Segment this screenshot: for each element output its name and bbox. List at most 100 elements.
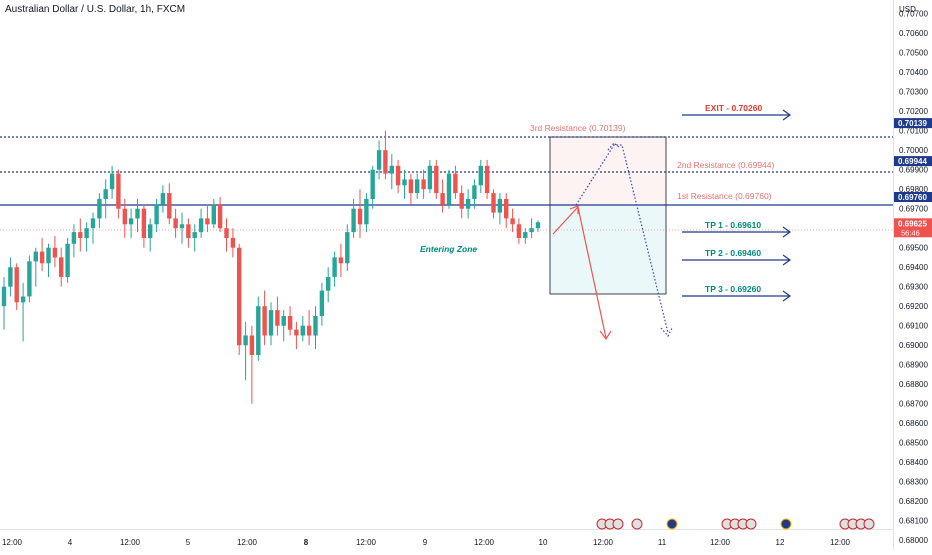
candle-body <box>427 165 433 190</box>
price-tick-label: 0.68800 <box>899 380 928 389</box>
second-resistance-label: 2nd Resistance (0.69944) <box>677 160 775 170</box>
candle-body <box>332 257 337 277</box>
time-tick-label: 12:00 <box>593 538 614 547</box>
third-resistance-label: 3rd Resistance (0.70139) <box>530 123 626 133</box>
time-tick-label: 12:00 <box>830 538 851 547</box>
price-axis-currency: USD <box>899 5 916 14</box>
candle-body <box>275 310 280 326</box>
time-tick-label: 8 <box>304 538 309 547</box>
price-tag-label: 0.70139 <box>898 119 927 128</box>
price-tick-label: 0.68900 <box>899 361 928 370</box>
candle-body <box>523 232 528 238</box>
price-tick-label: 0.69500 <box>899 244 928 253</box>
candle-body <box>415 179 420 194</box>
candle-body <box>33 251 38 262</box>
candles-group <box>1 130 541 404</box>
price-tag <box>894 156 932 167</box>
tp2-arrow <box>682 254 792 266</box>
candle-body <box>167 193 172 219</box>
candle-body <box>306 325 312 336</box>
candle-body <box>421 179 426 190</box>
price-tag-label: 0.69625 <box>898 219 927 228</box>
au-flag-icon[interactable] <box>780 518 792 530</box>
price-tick-label: 0.68300 <box>899 478 928 487</box>
time-tick-label: 12:00 <box>356 538 377 547</box>
us-flag-icon[interactable] <box>863 518 875 530</box>
time-tick-label: 4 <box>68 538 73 547</box>
price-tick-label: 0.69000 <box>899 341 928 350</box>
candle-body <box>8 267 13 287</box>
exit-label: EXIT - 0.70260 <box>705 103 762 113</box>
price-tick-label: 0.70200 <box>899 107 928 116</box>
price-tick-label: 0.68400 <box>899 458 928 467</box>
candle-body <box>345 232 350 264</box>
candle-body <box>262 306 267 336</box>
candle-body <box>173 218 178 229</box>
candle-body <box>71 232 77 244</box>
time-tick-label: 12:00 <box>120 538 141 547</box>
candle-body <box>84 228 89 238</box>
us-flag-icon[interactable] <box>612 518 624 530</box>
candle-body <box>27 261 32 297</box>
candle-body <box>148 224 153 238</box>
candle-body <box>440 193 445 205</box>
candle-body <box>383 150 388 174</box>
candle-body <box>408 179 414 194</box>
price-tag <box>894 218 932 238</box>
candle-body <box>217 204 223 229</box>
price-tick-label: 0.69100 <box>899 322 928 331</box>
first-resistance-label: 1st Resistance (0.69760) <box>677 191 772 201</box>
time-tick-label: 11 <box>658 538 667 547</box>
price-tick-label: 0.68000 <box>899 536 928 545</box>
candle-body <box>529 228 534 233</box>
us-flag-icon[interactable] <box>745 518 757 530</box>
candle-body <box>1 286 7 307</box>
price-tick-label: 0.69800 <box>899 185 928 194</box>
tp3-label: TP 3 - 0.69260 <box>705 284 761 294</box>
candle-body <box>65 243 70 277</box>
candle-body <box>300 325 305 336</box>
price-tick-label: 0.68600 <box>899 419 928 428</box>
resistance-zone <box>549 136 667 206</box>
candle-body <box>535 222 541 229</box>
time-tick-label: 12:00 <box>2 538 23 547</box>
countdown-label: 56:46 <box>901 228 920 237</box>
price-tick-label: 0.69400 <box>899 263 928 272</box>
candle-body <box>453 173 458 194</box>
time-tick-label: 12:00 <box>474 538 495 547</box>
price-tick-label: 0.70100 <box>899 127 928 136</box>
candle-body <box>268 310 274 336</box>
price-tick-label: 0.69200 <box>899 302 928 311</box>
candle-body <box>103 189 108 199</box>
candle-body <box>59 257 64 277</box>
candle-body <box>20 296 26 303</box>
candle-body <box>504 198 509 219</box>
candle-body <box>198 218 204 233</box>
event-icons[interactable] <box>596 518 875 530</box>
candle-body <box>179 224 185 229</box>
candle-body <box>243 335 248 346</box>
candle-body <box>484 165 490 194</box>
price-tick-label: 0.70600 <box>899 29 928 38</box>
time-tick-label: 12:00 <box>710 538 731 547</box>
candle-body <box>281 316 286 326</box>
candle-body <box>491 193 496 213</box>
candle-body <box>434 165 439 194</box>
candle-body <box>135 208 140 219</box>
candle-body <box>357 208 363 225</box>
candle-body <box>109 173 115 190</box>
candle-body <box>52 247 58 258</box>
candle-body <box>192 232 197 238</box>
candle-body <box>402 179 407 186</box>
candle-body <box>154 204 159 225</box>
us-flag-icon[interactable] <box>631 518 643 530</box>
candle-body <box>128 218 134 225</box>
price-tag <box>894 192 932 202</box>
candle-body <box>205 218 210 225</box>
tp1-label: TP 1 - 0.69610 <box>705 220 761 230</box>
price-tag-label: 0.69760 <box>898 193 927 202</box>
au-flag-icon[interactable] <box>666 518 678 530</box>
tp1-arrow <box>682 226 792 238</box>
